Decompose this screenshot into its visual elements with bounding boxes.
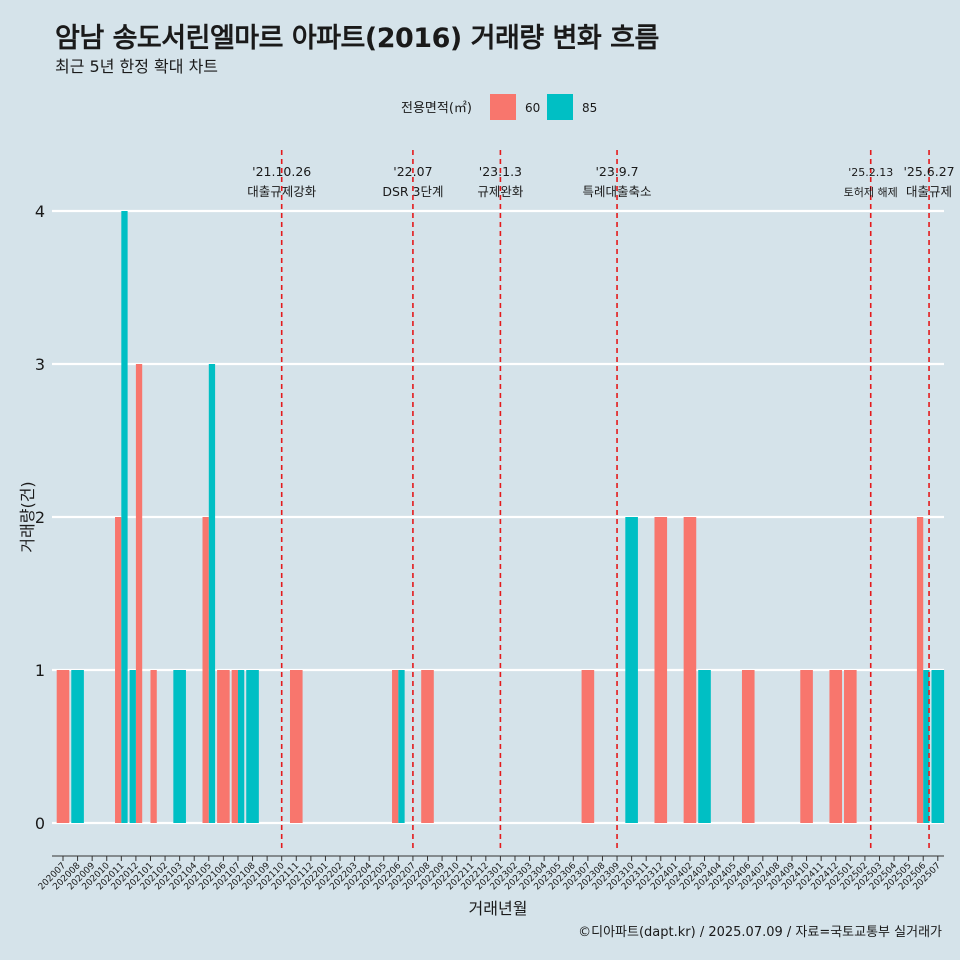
legend: 전용면적(㎡) 60 85: [401, 94, 597, 120]
bar-60-202007: [56, 670, 70, 823]
event-lines: '21.10.26 대출규제강화 '22.07 DSR 3단계 '23.1.3 규제완화 '…: [247, 150, 955, 852]
bar-60-202105: [202, 517, 209, 823]
chart-subtitle: 최근 5년 한정 확대 차트: [55, 57, 219, 76]
bar-60-202111: [289, 670, 303, 823]
bar-60-202410: [800, 670, 813, 823]
bar-60-202402: [683, 517, 697, 823]
event-label: 대출규제강화: [247, 184, 317, 199]
event-date: '25.6.27: [903, 164, 954, 179]
bar-60-202406: [741, 670, 755, 823]
y-tick-label: 4: [35, 202, 45, 221]
bar-85-202403: [698, 670, 711, 823]
bar-60-202106: [217, 670, 230, 823]
legend-key-85: [547, 94, 573, 120]
bar-60-202101: [150, 670, 157, 823]
event-label: 특례대출축소: [583, 184, 652, 199]
bar-85-202107: [237, 670, 245, 823]
bar-85-202105: [208, 364, 216, 823]
bar-60-202412: [829, 670, 843, 823]
bar-85-202310: [625, 517, 638, 823]
bar-60-202307: [581, 670, 595, 823]
legend-label-60: 60: [525, 101, 540, 115]
bar-85-202108: [246, 670, 259, 823]
y-tick-label: 2: [35, 508, 45, 527]
event-label: 대출규제: [906, 184, 952, 199]
bar-60-202107: [231, 670, 238, 823]
event-label: DSR 3단계: [382, 184, 443, 199]
bar-60-202501: [844, 670, 857, 823]
event-label: 규제완화: [477, 184, 524, 199]
event-date: '23.1.3: [479, 164, 522, 179]
x-axis: 2020072020082020092020102020112020122021…: [37, 855, 944, 892]
y-tick-label: 1: [35, 661, 45, 680]
bars: [56, 211, 945, 823]
bar-85-202008: [71, 670, 84, 823]
chart-title: 암남 송도서린엘마르 아파트(2016) 거래량 변화 흐름: [55, 23, 659, 54]
bar-60-202206: [392, 670, 399, 823]
bar-85-202507: [931, 670, 945, 823]
event-date: '23.9.7: [595, 164, 638, 179]
bar-85-202011: [121, 211, 128, 823]
bar-60-202011: [115, 517, 122, 823]
bar-60-202506: [916, 517, 924, 823]
y-axis: 0 1 2 3 4: [35, 202, 45, 833]
event-date: '21.10.26: [252, 164, 311, 179]
y-axis-label: 거래량(건): [18, 481, 37, 552]
bar-85-202506: [923, 670, 930, 823]
legend-label-85: 85: [582, 101, 597, 115]
legend-key-60: [490, 94, 516, 120]
event-date: '25.2.13: [848, 166, 893, 179]
gridlines: [52, 209, 944, 825]
bar-60-202312: [654, 517, 668, 823]
bar-85-202206: [398, 670, 405, 823]
y-tick-label: 0: [35, 814, 45, 833]
bar-85-202103: [173, 670, 186, 823]
legend-title: 전용면적(㎡): [401, 101, 472, 116]
bar-60-202208: [421, 670, 434, 823]
source-caption: ©디아파트(dapt.kr) / 2025.07.09 / 자료=국토교통부 실…: [578, 925, 942, 940]
y-tick-label: 3: [35, 355, 45, 374]
event-date: '22.07: [393, 164, 432, 179]
event-label: 토허제 해제: [844, 185, 898, 199]
x-axis-label: 거래년월: [469, 899, 528, 918]
bar-85-202012: [129, 670, 136, 823]
bar-60-202012: [135, 364, 143, 823]
